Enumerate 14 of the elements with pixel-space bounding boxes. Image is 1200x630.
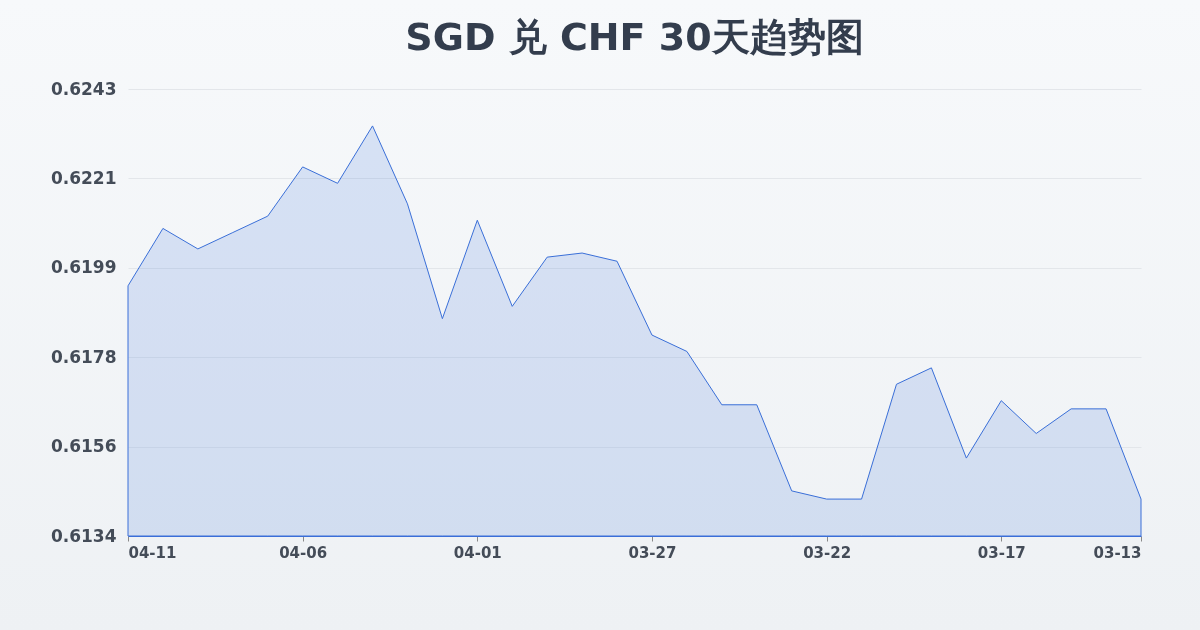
x-tick-label: 03-27: [628, 543, 677, 562]
x-tick-label: 03-17: [977, 543, 1026, 562]
y-tick-label: 0.6178: [50, 346, 117, 367]
x-tick-label: 04-01: [453, 543, 502, 562]
y-tick-label: 0.6156: [50, 436, 117, 457]
y-tick-label: 0.6221: [50, 167, 117, 188]
x-tick-label: 03-22: [803, 543, 852, 562]
x-tick-label: 04-11: [128, 543, 177, 562]
y-tick-label: 0.6199: [50, 257, 117, 278]
x-tick-label: 03-13: [1093, 543, 1142, 562]
chart-title: SGD 兑 CHF 30天趋势图: [405, 15, 864, 59]
y-tick-label: 0.6134: [50, 525, 117, 546]
y-tick-label: 0.6243: [50, 78, 117, 99]
x-tick-label: 04-06: [279, 543, 328, 562]
